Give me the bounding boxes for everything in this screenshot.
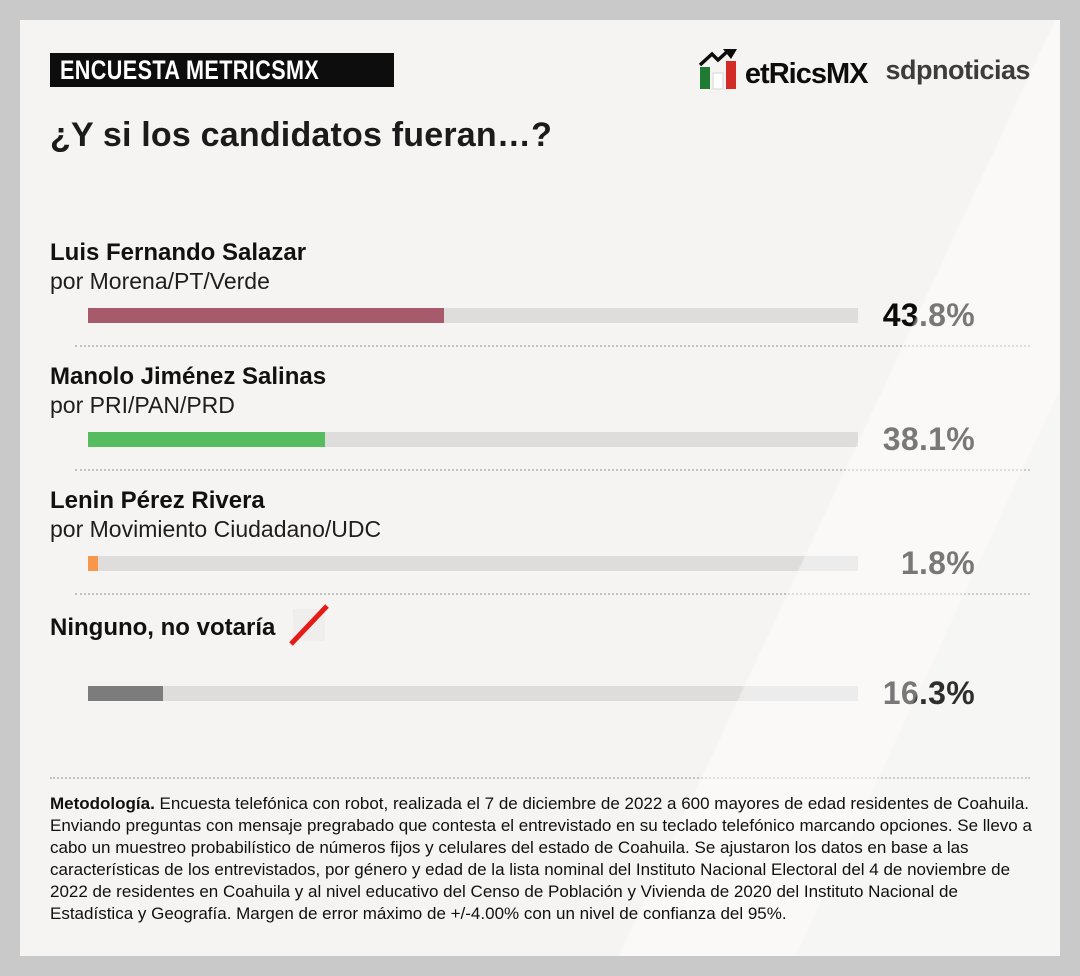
- bar-fill: [88, 307, 444, 323]
- brand-logos: etRicsMX sdpnoticias: [697, 49, 1030, 91]
- bar-track: [88, 431, 858, 447]
- percentage-label: 38.1%: [882, 420, 975, 457]
- methodology-lead: Metodología.: [50, 794, 155, 813]
- methodology-body: Encuesta telefónica con robot, realizada…: [50, 794, 1032, 923]
- candidate-name: Luis Fernando Salazar: [50, 239, 307, 266]
- bar-track: [88, 307, 858, 323]
- bar-row: 16.3%: [88, 675, 1030, 711]
- poll-row-perez: Lenin Pérez Rivera por Movimiento Ciudad…: [50, 487, 1030, 595]
- percentage-label: 16.3%: [882, 674, 975, 711]
- candidate-name: Lenin Pérez Rivera: [50, 487, 265, 514]
- methodology-separator: [50, 777, 1030, 779]
- percentage-label: 1.8%: [900, 544, 975, 581]
- candidate-party: por PRI/PAN/PRD: [50, 392, 235, 418]
- candidate-name: Manolo Jiménez Salinas: [50, 363, 327, 390]
- poll-row-ninguno: Ninguno, no votaría 16.3%: [50, 604, 1030, 711]
- encuesta-badge-label: ENCUESTA METRICSMX: [60, 54, 320, 85]
- page-title: ¿Y si los candidatos fueran…?: [50, 116, 553, 154]
- bar-fill: [88, 685, 163, 701]
- candidate-party: [50, 645, 1030, 673]
- bar-row: 38.1%: [88, 421, 1030, 457]
- row-separator: [75, 593, 1030, 595]
- methodology-text: Metodología. Encuesta telefónica con rob…: [50, 793, 1035, 925]
- percentage-label: 43.8%: [882, 296, 975, 333]
- row-separator: [75, 469, 1030, 471]
- no-vote-slash-icon: [289, 604, 330, 646]
- header: ENCUESTA METRICSMX etRicsMX sdpnoticias: [50, 49, 1030, 91]
- candidate-party: por Morena/PT/Verde: [50, 268, 270, 294]
- candidate-party: por Movimiento Ciudadano/UDC: [50, 516, 382, 542]
- metricsmx-wordmark: etRicsMX: [744, 58, 869, 90]
- poll-card: ENCUESTA METRICSMX etRicsMX sdpnoticias …: [20, 20, 1060, 956]
- row-separator: [75, 345, 1030, 347]
- poll-row-salazar: Luis Fernando Salazar por Morena/PT/Verd…: [50, 239, 1030, 347]
- bar-fill: [88, 431, 326, 447]
- metricsmx-logo: etRicsMX: [697, 49, 868, 91]
- poll-row-jimenez: Manolo Jiménez Salinas por PRI/PAN/PRD 3…: [50, 363, 1030, 471]
- bar-track: [88, 555, 858, 571]
- metricsmx-flag-bars-icon: [698, 49, 737, 90]
- bar-row: 1.8%: [88, 545, 1030, 581]
- bar-row: 43.8%: [88, 297, 1030, 333]
- encuesta-badge: ENCUESTA METRICSMX: [50, 53, 395, 87]
- candidate-name: Ninguno, no votaría: [50, 604, 1030, 646]
- bar-fill: [88, 555, 98, 571]
- bar-track: [88, 685, 858, 701]
- candidate-name-label: Ninguno, no votaría: [50, 614, 276, 641]
- sdpnoticias-wordmark: sdpnoticias: [885, 54, 1030, 85]
